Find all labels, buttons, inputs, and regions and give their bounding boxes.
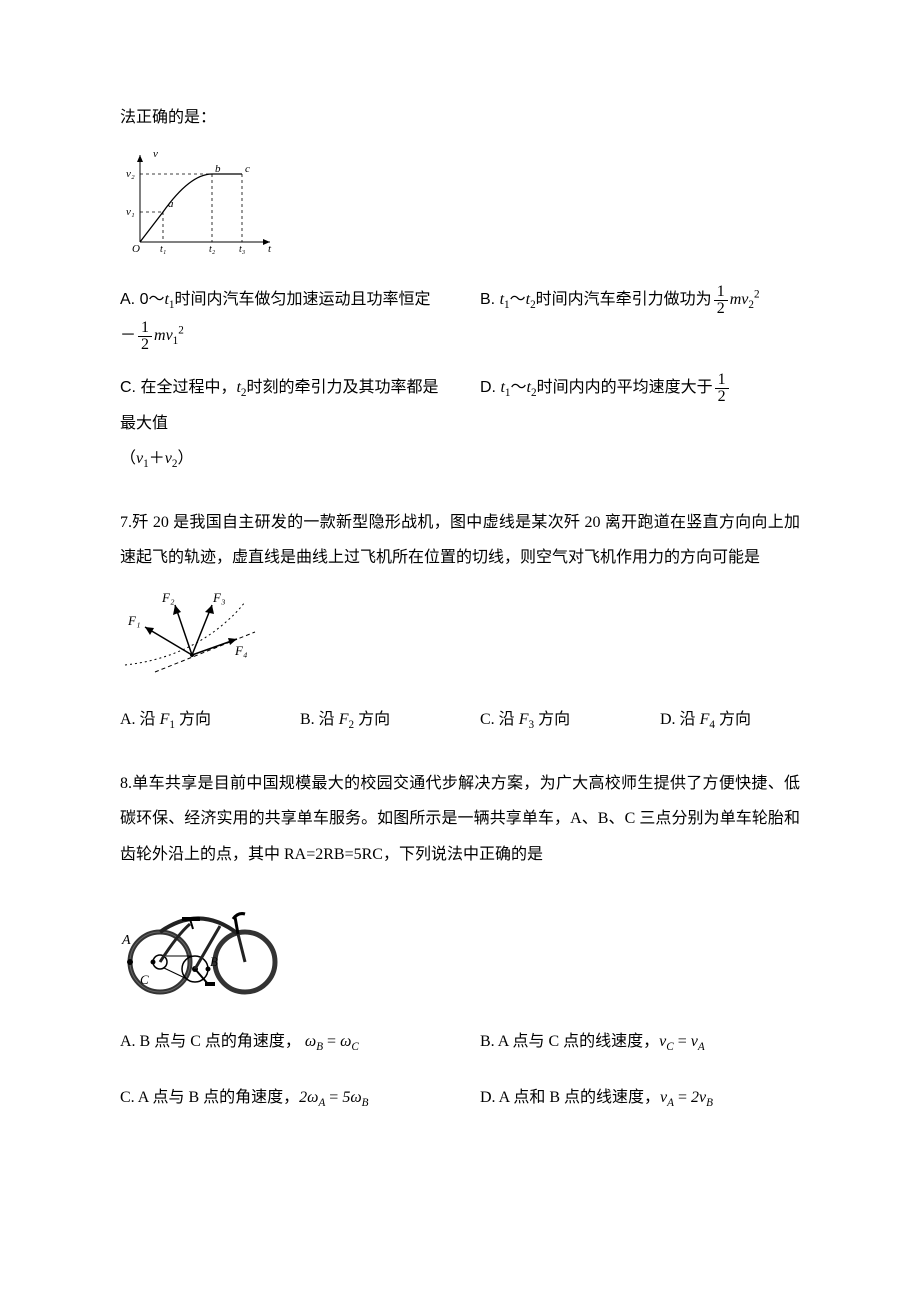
svg-text:C: C bbox=[140, 972, 149, 987]
svg-text:v₂: v₂ bbox=[126, 168, 135, 180]
question-7: 7.歼 20 是我国自主研发的一款新型隐形战机，图中虚线是某次歼 20 离开跑道… bbox=[120, 505, 800, 738]
q8-options-row2: C. A 点与 B 点的角速度，2ωA = 5ωB D. A 点和 B 点的线速… bbox=[120, 1080, 800, 1116]
q7-option-d: D. 沿 F4 方向 bbox=[660, 702, 800, 738]
svg-text:t₃: t₃ bbox=[239, 244, 246, 255]
q8-option-c: C. A 点与 B 点的角速度，2ωA = 5ωB bbox=[120, 1080, 440, 1116]
svg-text:B: B bbox=[210, 954, 218, 969]
question-6: 法正确的是： v t v₂ v₁ O t₁ t₂ t₃ a b bbox=[120, 100, 800, 477]
svg-text:A: A bbox=[121, 933, 131, 948]
svg-text:F₄: F₄ bbox=[234, 643, 248, 658]
question-8: 8.单车共享是目前中国规模最大的校园交通代步解决方案，为广大高校师生提供了方便快… bbox=[120, 766, 800, 1115]
q7-option-a: A. 沿 F1 方向 bbox=[120, 702, 260, 738]
svg-text:v₁: v₁ bbox=[126, 206, 135, 218]
svg-text:t₂: t₂ bbox=[209, 244, 216, 255]
q8-option-b: B. A 点与 C 点的线速度，vC = vA bbox=[480, 1024, 800, 1060]
q8-stem: 8.单车共享是目前中国规模最大的校园交通代步解决方案，为广大高校师生提供了方便快… bbox=[120, 766, 800, 872]
q8-diagram: A B C bbox=[120, 884, 800, 1012]
q7-options: A. 沿 F1 方向 B. 沿 F2 方向 C. 沿 F3 方向 D. 沿 F4… bbox=[120, 702, 800, 738]
q7-option-c: C. 沿 F3 方向 bbox=[480, 702, 620, 738]
q8-option-a: A. B 点与 C 点的角速度， ωB = ωC bbox=[120, 1024, 440, 1060]
svg-text:t: t bbox=[268, 243, 272, 255]
q6-option-d-continuation: （v1＋v2） bbox=[120, 441, 800, 477]
q6-options-row1: A. 0～t1时间内汽车做匀加速运动且功率恒定 B. t1～t2时间内汽车牵引力… bbox=[120, 282, 800, 318]
svg-text:F₂: F₂ bbox=[161, 590, 175, 605]
svg-text:c: c bbox=[245, 163, 250, 175]
q7-option-b: B. 沿 F2 方向 bbox=[300, 702, 440, 738]
q6-option-d: D. t1～t2时间内内的平均速度大于12 bbox=[480, 370, 800, 441]
q6-stem-continuation: 法正确的是： bbox=[120, 100, 800, 135]
q6-option-b: B. t1～t2时间内汽车牵引力做功为12mv22 bbox=[480, 282, 800, 318]
q6-options-row2: C. 在全过程中，t2时刻的牵引力及其功率都是最大值 D. t1～t2时间内内的… bbox=[120, 370, 800, 441]
svg-text:O: O bbox=[132, 243, 140, 255]
q7-diagram: F₁ F₂ F₃ F₄ bbox=[120, 587, 800, 690]
svg-text:v: v bbox=[153, 148, 158, 160]
q6-option-a: A. 0～t1时间内汽车做匀加速运动且功率恒定 bbox=[120, 282, 440, 318]
q8-option-d: D. A 点和 B 点的线速度，vA = 2vB bbox=[480, 1080, 800, 1116]
q7-stem: 7.歼 20 是我国自主研发的一款新型隐形战机，图中虚线是某次歼 20 离开跑道… bbox=[120, 505, 800, 575]
svg-text:t₁: t₁ bbox=[160, 244, 166, 255]
svg-text:a: a bbox=[168, 198, 174, 210]
q8-options-row1: A. B 点与 C 点的角速度， ωB = ωC B. A 点与 C 点的线速度… bbox=[120, 1024, 800, 1060]
svg-text:b: b bbox=[215, 163, 221, 175]
q6-graph: v t v₂ v₁ O t₁ t₂ t₃ a b c bbox=[120, 147, 800, 270]
q6-option-b-continuation: －12mv12 bbox=[120, 318, 800, 354]
svg-text:F₃: F₃ bbox=[212, 590, 225, 605]
q6-option-c: C. 在全过程中，t2时刻的牵引力及其功率都是最大值 bbox=[120, 370, 440, 441]
svg-text:F₁: F₁ bbox=[127, 613, 140, 628]
